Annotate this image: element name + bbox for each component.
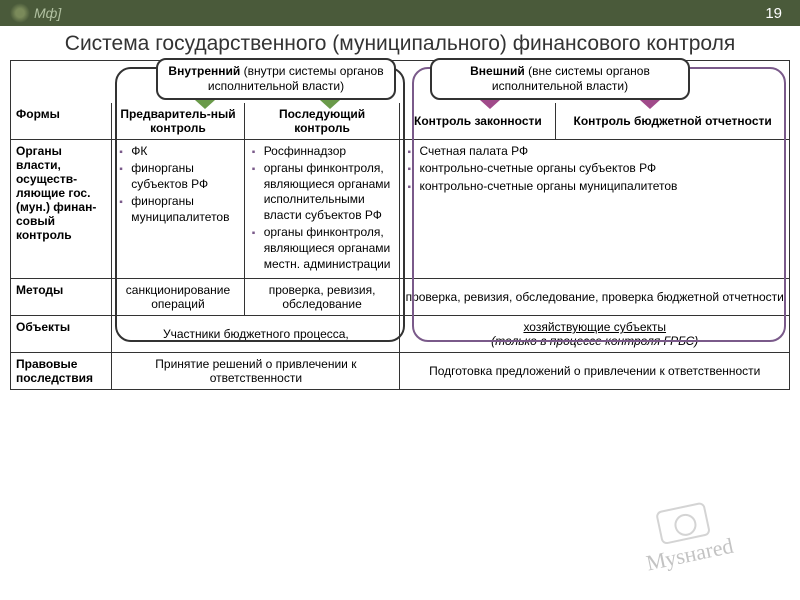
row-label-formy: Формы — [11, 103, 112, 140]
row-label-metody: Методы — [11, 279, 112, 316]
obekty-under: хозяйствующие субъекты — [523, 320, 666, 334]
list-item: ФК — [119, 144, 238, 160]
obekty-ital: (только в процессе контроля ГРБС) — [491, 334, 698, 348]
row-label-prav: Правовые последствия — [11, 353, 112, 390]
metody-c2: проверка, ревизия, обследование — [244, 279, 400, 316]
diagram: Внутренний (внутри системы органов испол… — [0, 60, 800, 390]
obekty-c12: Участники бюджетного процесса, — [112, 316, 400, 353]
prav-c34: Подготовка предложений о привлечении к о… — [400, 353, 790, 390]
group-outer-bold: Внешний — [470, 64, 525, 78]
prav-c12: Принятие решений о привлечении к ответст… — [112, 353, 400, 390]
logo-text: Мф] — [34, 5, 61, 21]
metody-row: Методы санкционирование операций проверк… — [11, 279, 790, 316]
list-item: органы финконтроля, являющиеся органами … — [252, 225, 395, 272]
subhead-c1: Предваритель-ный контроль — [112, 103, 244, 140]
forms-row: Формы Предваритель-ный контроль Последую… — [11, 103, 790, 140]
subhead-c3: Контроль законности — [400, 103, 556, 140]
organy-c34: Счетная палата РФ контрольно-счетные орг… — [400, 139, 790, 279]
row-label-organy: Органы власти, осуществ-ляющие гос. (мун… — [11, 139, 112, 279]
obekty-row: Объекты Участники бюджетного процесса, х… — [11, 316, 790, 353]
metody-c1: санкционирование операций — [112, 279, 244, 316]
list-item: контрольно-счетные органы муниципалитето… — [407, 179, 784, 195]
row-label-obekty: Объекты — [11, 316, 112, 353]
list-item: органы финконтроля, являющиеся органами … — [252, 161, 395, 223]
group-inner-bold: Внутренний — [168, 64, 240, 78]
organy-c2: Росфиннадзор органы финконтроля, являющи… — [244, 139, 400, 279]
metody-c34: проверка, ревизия, обследование, проверк… — [400, 279, 790, 316]
watermark: Муѕнared — [636, 498, 735, 577]
obekty-c34: хозяйствующие субъекты (только в процесс… — [400, 316, 790, 353]
group-header-inner: Внутренний (внутри системы органов испол… — [156, 58, 396, 100]
page-title: Система государственного (муниципального… — [0, 26, 800, 60]
main-table: Формы Предваритель-ный контроль Последую… — [10, 60, 790, 390]
organy-row: Органы власти, осуществ-ляющие гос. (мун… — [11, 139, 790, 279]
page-number: 19 — [757, 3, 790, 24]
list-item: контрольно-счетные органы субъектов РФ — [407, 161, 784, 177]
organy-c1: ФК финорганы субъектов РФ финорганы муни… — [112, 139, 244, 279]
subhead-c4: Контроль бюджетной отчетности — [556, 103, 790, 140]
list-item: финорганы муниципалитетов — [119, 194, 238, 225]
list-item: Росфиннадзор — [252, 144, 395, 160]
list-item: Счетная палата РФ — [407, 144, 784, 160]
list-item: финорганы субъектов РФ — [119, 161, 238, 192]
prav-row: Правовые последствия Принятие решений о … — [11, 353, 790, 390]
group-header-outer: Внешний (вне системы органов исполнитель… — [430, 58, 690, 100]
logo-area: Мф] — [10, 3, 61, 23]
emblem-icon — [10, 3, 30, 23]
topbar: Мф] 19 — [0, 0, 800, 26]
